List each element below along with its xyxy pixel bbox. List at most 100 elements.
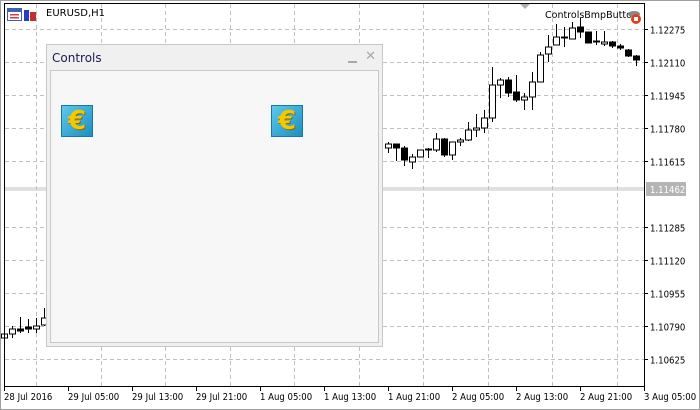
candle-body: [569, 27, 576, 40]
chart-shift-marker[interactable]: [520, 4, 530, 9]
candle: [33, 318, 40, 333]
time-tick-label: 1 Aug 21:00: [388, 392, 440, 403]
time-tick-label: 29 Jul 05:00: [68, 392, 119, 403]
candle-body: [401, 147, 408, 161]
expert-name: ControlsBmpButton: [545, 10, 638, 21]
candle-body: [585, 31, 592, 44]
close-icon[interactable]: ✕: [365, 49, 376, 64]
price-tick-label: 1.12275: [650, 26, 685, 37]
minimize-icon[interactable]: [348, 61, 357, 63]
bmp-button-1[interactable]: €: [61, 105, 93, 137]
candle-body: [409, 156, 416, 163]
time-tick-label: 2 Aug 05:00: [452, 392, 504, 403]
euro-bitmap-icon: €: [67, 106, 87, 136]
bid-price-label: 1.11462: [650, 185, 685, 196]
expert-hat-icon[interactable]: [628, 9, 642, 28]
candle: [633, 55, 640, 66]
candle: [553, 24, 560, 46]
candle-body: [577, 26, 584, 33]
candle-body: [25, 326, 32, 330]
candle: [481, 110, 488, 133]
time-tick-label: 2 Aug 21:00: [580, 392, 632, 403]
time-tick-label: 29 Jul 21:00: [196, 392, 247, 403]
candle-body: [561, 36, 568, 39]
candles: [1, 18, 640, 339]
candle-body: [601, 41, 608, 45]
candle-body: [633, 55, 640, 61]
price-tick-label: 1.11945: [650, 92, 685, 103]
candle-body: [553, 36, 560, 46]
candle-body: [433, 138, 440, 151]
candle-body: [17, 328, 24, 332]
candle-body: [625, 49, 632, 57]
candle: [489, 67, 496, 122]
bmp-button-2[interactable]: €: [271, 105, 303, 137]
candle-body: [425, 148, 432, 151]
price-tick-label: 1.11285: [650, 224, 685, 235]
candle: [401, 146, 408, 166]
time-tick-label: 2 Aug 13:00: [516, 392, 568, 403]
candle-body: [33, 325, 40, 330]
candle: [409, 154, 416, 169]
candle: [625, 49, 632, 57]
candle: [505, 77, 512, 97]
candle-body: [513, 91, 520, 101]
time-tick-label: 1 Aug 05:00: [260, 392, 312, 403]
candle: [385, 142, 392, 153]
time-tick-label: 3 Aug 05:00: [644, 392, 696, 403]
candle-body: [489, 84, 496, 119]
candle: [393, 143, 400, 161]
candle-body: [393, 143, 400, 149]
candle: [425, 148, 432, 158]
controls-dialog[interactable]: Controls ✕ € €: [46, 44, 383, 347]
candle: [601, 31, 608, 46]
candle-body: [505, 79, 512, 94]
price-tick-label: 1.11120: [650, 257, 685, 268]
candle: [577, 18, 584, 38]
candle: [417, 149, 424, 158]
candle: [465, 122, 472, 141]
candle-body: [497, 79, 504, 86]
candle-body: [545, 46, 552, 55]
candle: [473, 114, 480, 137]
candle-body: [457, 139, 464, 143]
candle-body: [449, 141, 456, 156]
price-tick-label: 1.10955: [650, 290, 685, 301]
candle: [569, 22, 576, 40]
time-axis: 28 Jul 2016 29 Jul 05:00 29 Jul 13:00 29 Ju…: [4, 386, 696, 403]
candle-body: [537, 54, 544, 83]
price-tick-label: 1.12110: [650, 59, 685, 70]
price-axis: 1.12275 1.12110 1.11945 1.11780 1.11615 1.112…: [644, 26, 685, 367]
candle-body: [593, 40, 600, 43]
time-tick-label: 28 Jul 2016: [4, 392, 52, 403]
candle: [593, 31, 600, 45]
chart-menu-icon[interactable]: [7, 8, 37, 25]
candle-body: [385, 143, 392, 149]
candle: [521, 93, 528, 110]
candle: [449, 141, 456, 160]
candle-body: [521, 96, 528, 101]
candle: [545, 35, 552, 62]
candle: [617, 44, 624, 50]
price-tick-label: 1.11780: [650, 125, 685, 136]
candle: [25, 319, 32, 333]
candle-body: [9, 328, 16, 335]
candle: [433, 133, 440, 152]
candle-body: [617, 45, 624, 49]
candle: [457, 138, 464, 146]
candle: [537, 52, 544, 83]
candle-body: [481, 117, 488, 129]
time-tick-label: 1 Aug 13:00: [324, 392, 376, 403]
candle-body: [465, 129, 472, 141]
candle: [441, 138, 448, 157]
time-tick-label: 29 Jul 13:00: [132, 392, 183, 403]
candle-body: [609, 41, 616, 47]
candle: [529, 72, 536, 110]
euro-bitmap-icon: €: [277, 106, 297, 136]
dialog-client-area: € €: [50, 70, 379, 343]
candle-body: [529, 81, 536, 98]
price-tick-label: 1.10790: [650, 323, 685, 334]
candle: [609, 41, 616, 48]
chart-symbol-title: EURUSD,H1: [46, 8, 106, 19]
price-tick-label: 1.11615: [650, 158, 685, 169]
